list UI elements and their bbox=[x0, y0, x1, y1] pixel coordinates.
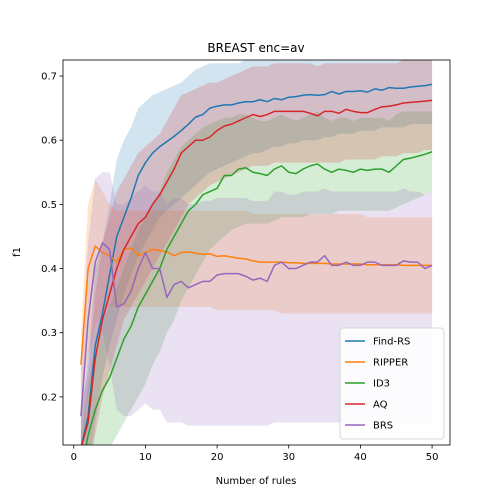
band-id3 bbox=[80, 111, 433, 445]
y-axis: 0.2 0.3 0.4 0.5 0.6 0.7 bbox=[41, 72, 63, 403]
x-axis: 0 10 20 30 40 50 bbox=[71, 445, 439, 463]
series-line-find-rs bbox=[80, 83, 433, 445]
chart-title: BREAST enc=av bbox=[207, 41, 304, 55]
y-tick-label: 0.2 bbox=[41, 392, 57, 403]
series-line-brs bbox=[80, 242, 433, 417]
band-ripper bbox=[80, 178, 433, 397]
x-tick-label: 10 bbox=[139, 452, 152, 463]
x-tick-label: 30 bbox=[282, 452, 295, 463]
plot-frame bbox=[62, 59, 451, 446]
y-tick-label: 0.5 bbox=[41, 200, 57, 211]
series-line-aq bbox=[81, 99, 433, 445]
legend-entries: Find-RS RIPPER ID3 AQ BRS bbox=[345, 337, 410, 432]
legend-label-find-rs: Find-RS bbox=[373, 337, 410, 348]
series-lines bbox=[80, 83, 433, 445]
legend-label-ripper: RIPPER bbox=[373, 358, 408, 369]
y-tick-label: 0.4 bbox=[41, 264, 57, 275]
x-axis-label: Number of rules bbox=[216, 476, 297, 487]
legend: Find-RS RIPPER ID3 AQ BRS bbox=[339, 327, 445, 440]
plot-area bbox=[80, 60, 433, 445]
legend-frame bbox=[339, 327, 445, 440]
confidence-bands bbox=[80, 60, 433, 445]
band-find-rs bbox=[80, 60, 433, 445]
y-tick-label: 0.3 bbox=[41, 328, 57, 339]
legend-label-id3: ID3 bbox=[373, 379, 390, 390]
legend-label-brs: BRS bbox=[373, 421, 393, 432]
y-tick-label: 0.6 bbox=[41, 136, 57, 147]
y-axis-label: f1 bbox=[12, 247, 23, 257]
x-tick-label: 40 bbox=[354, 452, 367, 463]
series-line-id3 bbox=[85, 151, 433, 445]
legend-label-aq: AQ bbox=[373, 400, 388, 411]
x-tick-label: 0 bbox=[71, 452, 77, 463]
x-tick-label: 50 bbox=[426, 452, 439, 463]
x-tick-label: 20 bbox=[211, 452, 224, 463]
band-aq bbox=[80, 60, 433, 445]
y-tick-label: 0.7 bbox=[41, 72, 57, 83]
series-line-ripper bbox=[80, 245, 433, 365]
